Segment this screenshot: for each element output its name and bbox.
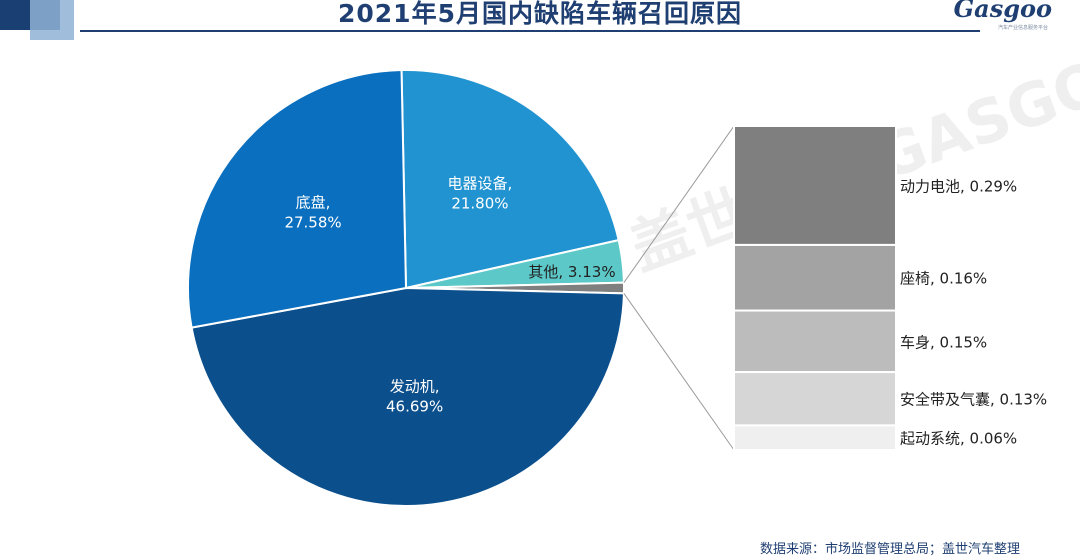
breakdown-segment-5 xyxy=(733,424,897,451)
pie-slice-label-5: 底盘, 27.58% xyxy=(284,193,341,231)
corner-decoration xyxy=(0,0,80,40)
breakdown-segment-3 xyxy=(733,309,897,374)
chart-title: 2021年5月国内缺陷车辆召回原因 xyxy=(338,0,742,28)
pie-slice-4 xyxy=(190,286,625,507)
pie-slice-5 xyxy=(187,69,408,329)
breakdown-label-5: 起动系统, 0.06% xyxy=(900,430,1017,448)
pie-slice-label-2: 其他, 3.13% xyxy=(528,263,615,281)
breakdown-label-4: 安全带及气囊, 0.13% xyxy=(900,391,1047,409)
data-source-note: 数据来源：市场监督管理总局；盖世汽车整理 xyxy=(759,542,1020,557)
pie-slice-label-4: 发动机, 46.69% xyxy=(386,378,443,416)
logo-text: Gasgoo xyxy=(953,0,1052,23)
corner-square-light xyxy=(30,0,74,40)
title-underline xyxy=(80,30,980,32)
pie-slice-1 xyxy=(400,69,620,290)
pie-group: 电器设备, 21.80% 其他, 3.13% 发动机, 46.69% 底盘, 27.58% xyxy=(187,69,626,507)
breakdown-segment-4 xyxy=(733,371,897,427)
breakdown-label-2: 座椅, 0.16% xyxy=(900,270,987,288)
breakdown-label-1: 动力电池, 0.29% xyxy=(900,177,1017,195)
breakdown-segment-1 xyxy=(733,125,897,246)
connector-line-bottom xyxy=(623,293,735,451)
gasgoo-logo: Gasgoo 汽车产业信息服务平台 xyxy=(954,0,1052,36)
connector-lines xyxy=(623,125,735,451)
logo-subtitle: 汽车产业信息服务平台 xyxy=(997,25,1048,31)
breakdown-label-3: 车身, 0.15% xyxy=(900,333,987,351)
breakdown-segment-2 xyxy=(733,243,897,312)
pie-slice-label-1: 电器设备, 21.80% xyxy=(448,175,513,213)
connector-line-top xyxy=(623,125,735,283)
breakdown-bar: 动力电池, 0.29% 座椅, 0.16% 车身, 0.15% 安全带及气囊, 0.1… xyxy=(733,125,1047,451)
